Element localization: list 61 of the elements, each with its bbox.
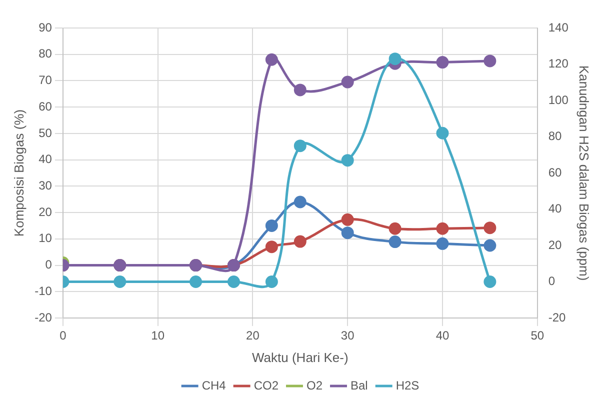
y-tick-label: -10 [34, 284, 52, 298]
y-tick-label: -20 [34, 310, 52, 324]
point [388, 222, 402, 235]
x-tick-label: 0 [60, 328, 67, 343]
point [388, 236, 402, 248]
y2-tick-label: 100 [548, 92, 569, 107]
y-tick-label: 40 [38, 152, 52, 166]
legend-label: O2 [306, 378, 323, 392]
point [265, 219, 278, 232]
point [227, 276, 240, 288]
point [114, 276, 126, 288]
point [341, 76, 354, 88]
y2-tick-label: 140 [548, 20, 569, 34]
y-tick-label: 60 [38, 99, 52, 114]
legend-label: CH4 [202, 378, 226, 392]
y-tick-label: 30 [38, 178, 52, 192]
y2-axis-title: Kanudngan H2S dalam Biogas (ppm) [576, 65, 592, 281]
y-tick-label: 90 [38, 20, 52, 34]
legend-label: H2S [396, 378, 420, 392]
x-tick-label: 10 [151, 328, 165, 343]
y-tick-label: 20 [38, 204, 52, 219]
y-tick-label: 50 [38, 126, 52, 140]
y2-tick-label: 40 [548, 202, 562, 216]
x-axis-title: Waktu (Hari Ke-) [252, 350, 348, 365]
x-tick-label: 30 [340, 328, 355, 343]
y2-tick-label: -20 [548, 310, 566, 324]
x-tick-label: 50 [530, 328, 544, 343]
y-tick-label: 0 [45, 258, 52, 272]
y2-tick-label: 0 [548, 274, 556, 288]
y-tick-label: 80 [38, 46, 52, 61]
y-axis-title: Komposisi Biogas (%) [11, 109, 26, 237]
point [341, 213, 354, 226]
point [294, 84, 306, 96]
point [190, 276, 202, 288]
x-tick-label: 40 [436, 328, 450, 343]
point [341, 154, 354, 167]
y-tick-label: 70 [38, 73, 52, 88]
point [436, 56, 449, 69]
x-tick-label: 20 [246, 328, 260, 343]
point [388, 52, 402, 66]
point [484, 222, 496, 234]
point [436, 222, 449, 235]
point [265, 53, 278, 66]
y2-tick-label: 20 [548, 238, 562, 252]
y2-tick-label: 60 [548, 165, 562, 180]
point [265, 240, 278, 254]
point [294, 235, 306, 248]
y2-tick-label: 120 [548, 56, 569, 71]
point [341, 226, 354, 240]
legend-label: Bal [350, 378, 368, 392]
point [436, 126, 449, 140]
point [484, 54, 496, 68]
y-tick-label: 10 [38, 231, 52, 246]
legend-label: CO2 [254, 378, 279, 392]
point [265, 276, 278, 288]
point [294, 196, 306, 208]
point [484, 276, 496, 288]
y2-tick-label: 80 [548, 129, 562, 144]
point [294, 140, 306, 152]
point [436, 237, 449, 250]
point [484, 239, 496, 252]
